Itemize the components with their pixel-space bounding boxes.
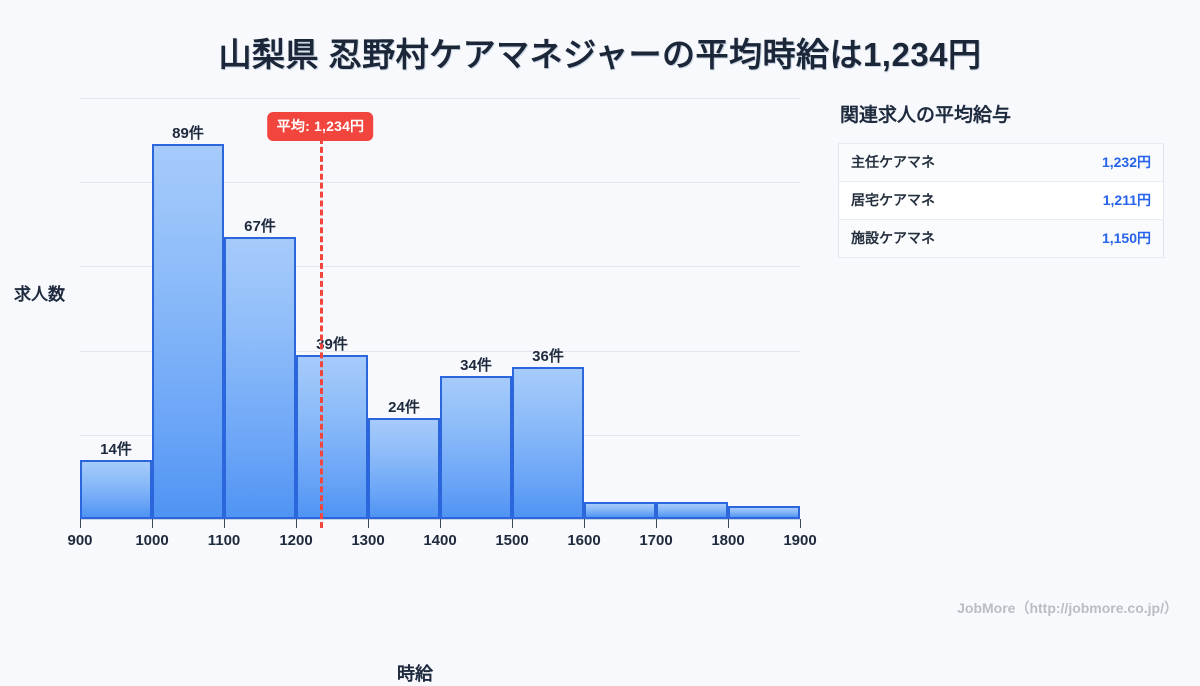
- gridline: [80, 350, 800, 352]
- related-salary-panel: 関連求人の平均給与 主任ケアマネ 1,232円 居宅ケアマネ 1,211円 施設ケアマネ…: [838, 100, 1164, 258]
- histogram-bar: [584, 502, 656, 519]
- x-axis-tick-label: 1500: [495, 532, 529, 549]
- page-title: 山梨県 忍野村ケアマネジャーの平均時給は1,234円: [218, 36, 982, 73]
- bar-value-label: 14件: [100, 441, 132, 459]
- bar-value-label: 39件: [316, 335, 348, 353]
- bar-value-label: 24件: [388, 398, 420, 416]
- table-row: 居宅ケアマネ 1,211円: [838, 181, 1164, 220]
- histogram-bar: [512, 367, 584, 519]
- x-axis-tick-label: 1100: [207, 532, 241, 549]
- histogram-bar: [152, 144, 224, 519]
- x-axis-tick-label: 1000: [135, 532, 169, 549]
- x-axis-tick: [440, 519, 441, 528]
- x-axis-tick-label: 1600: [567, 532, 601, 549]
- x-axis-tick: [656, 519, 657, 528]
- x-axis-tick: [800, 519, 801, 528]
- histogram-bar: [80, 460, 152, 519]
- related-job-name: 施設ケアマネ: [838, 219, 1033, 258]
- x-axis-tick: [224, 519, 225, 528]
- gridline: [80, 266, 800, 268]
- x-axis-tick: [368, 519, 369, 528]
- x-axis-title: 時給: [397, 664, 433, 684]
- footer-credit: JobMore（http://jobmore.co.jp/）: [957, 600, 1178, 616]
- related-salary-heading: 関連求人の平均給与: [840, 105, 1012, 126]
- bar-value-label: 34件: [460, 356, 492, 374]
- histogram-bar: [728, 506, 800, 519]
- related-job-salary: 1,150円: [1032, 219, 1164, 258]
- histogram-bar: [368, 417, 440, 519]
- x-axis-tick-label: 1800: [711, 532, 745, 549]
- x-axis-tick: [80, 519, 81, 528]
- x-axis-tick-label: 1900: [783, 532, 817, 549]
- average-badge: 平均: 1,234円: [267, 112, 374, 141]
- x-axis-tick: [584, 519, 585, 528]
- related-job-name: 居宅ケアマネ: [838, 181, 1033, 220]
- related-salary-table: 主任ケアマネ 1,232円 居宅ケアマネ 1,211円 施設ケアマネ 1,150円: [838, 143, 1164, 258]
- histogram-chart: 求人数 14件 89件 67件 39件 24件 34件 36件 900 1000 1100 1200…: [0, 90, 830, 684]
- x-axis-tick-label: 1200: [279, 532, 313, 549]
- x-axis-tick: [728, 519, 729, 528]
- bar-value-label: 36件: [532, 348, 564, 366]
- related-job-salary: 1,211円: [1032, 181, 1164, 220]
- related-job-salary: 1,232円: [1032, 143, 1164, 182]
- x-axis-tick-label: 1400: [423, 532, 457, 549]
- x-axis-tick: [512, 519, 513, 528]
- histogram-bar: [224, 236, 296, 519]
- x-axis-tick: [152, 519, 153, 528]
- histogram-bar: [656, 502, 728, 519]
- y-axis-title: 求人数: [14, 285, 65, 304]
- gridline: [80, 98, 800, 99]
- histogram-bar: [440, 375, 512, 519]
- bar-value-label: 67件: [244, 217, 276, 235]
- x-axis-tick: [296, 519, 297, 528]
- x-axis-tick-label: 1300: [351, 532, 385, 549]
- plot-area: 14件 89件 67件 39件 24件 34件 36件 900 1000 1100 1200 1300…: [67, 98, 817, 549]
- histogram-bar: [296, 354, 368, 519]
- table-row: 主任ケアマネ 1,232円: [838, 143, 1164, 182]
- x-axis-tick-label: 1700: [639, 532, 673, 549]
- gridline: [80, 182, 800, 184]
- average-line: [320, 138, 324, 528]
- bar-value-label: 89件: [172, 125, 204, 143]
- table-row: 施設ケアマネ 1,150円: [838, 219, 1164, 258]
- related-job-name: 主任ケアマネ: [838, 143, 1033, 182]
- x-axis-tick-label: 900: [67, 532, 93, 549]
